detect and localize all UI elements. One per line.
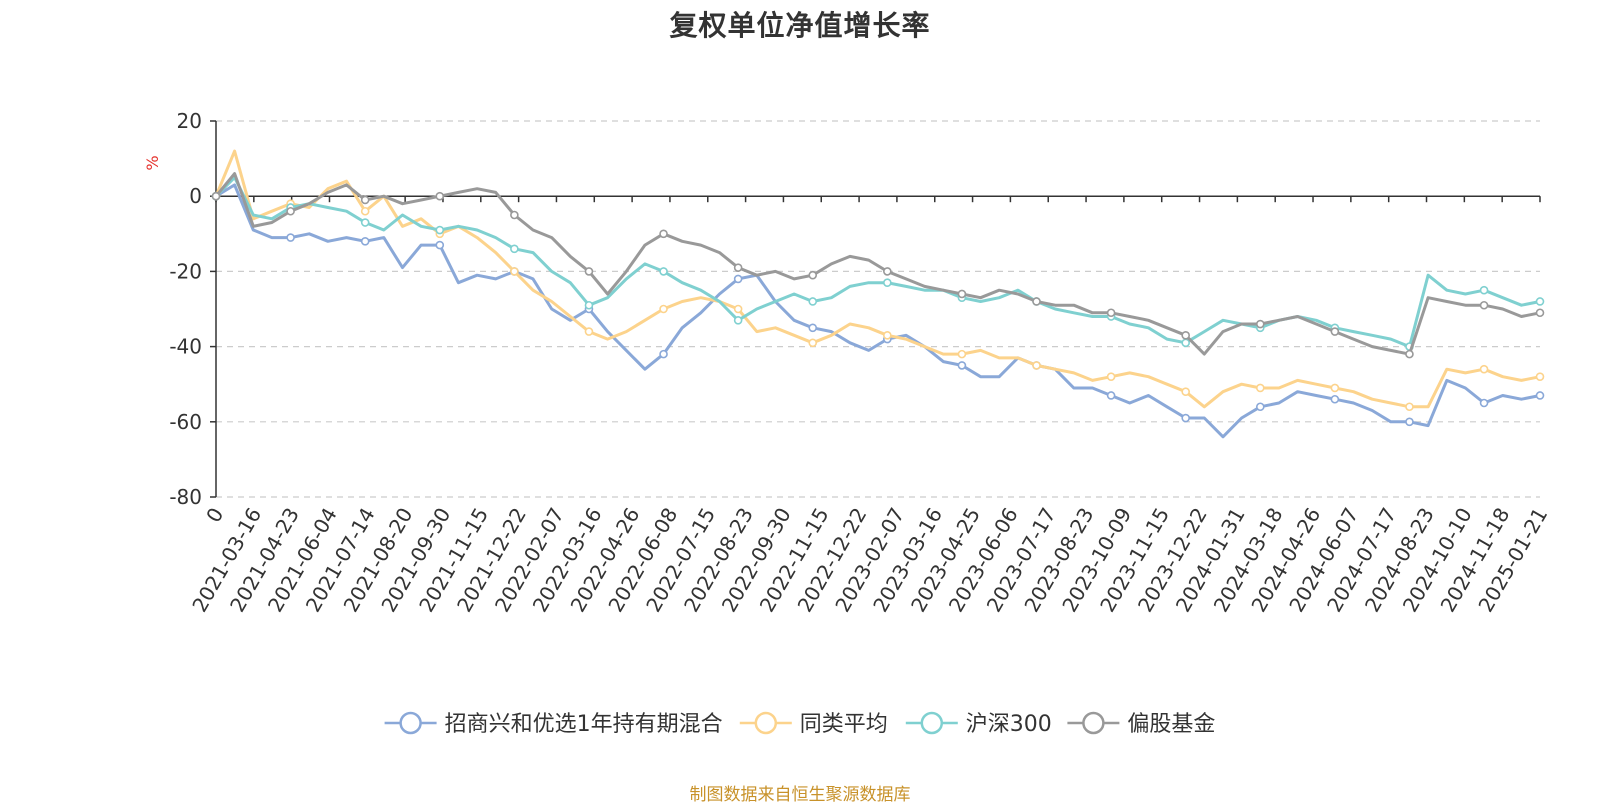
data-point <box>808 297 818 306</box>
source-note: 制图数据来自恒生聚源数据库 <box>689 785 911 805</box>
data-point <box>286 206 295 216</box>
data-point <box>1330 394 1340 404</box>
data-point <box>1032 297 1041 306</box>
data-point <box>435 191 445 201</box>
data-point <box>360 218 370 227</box>
series-line-4 <box>214 172 1541 356</box>
data-point <box>1479 364 1489 374</box>
y-tick-label: -20 <box>169 259 202 283</box>
data-point <box>1181 387 1190 397</box>
data-point <box>1479 300 1489 310</box>
data-point <box>883 331 892 340</box>
data-point <box>659 267 668 276</box>
data-point <box>1535 391 1545 400</box>
data-point <box>883 267 892 276</box>
data-point <box>584 300 594 310</box>
data-point <box>733 263 743 272</box>
data-point <box>510 267 519 276</box>
data-point <box>1032 361 1041 370</box>
data-point <box>957 361 967 370</box>
data-point <box>1330 327 1340 336</box>
data-point <box>1479 398 1489 408</box>
data-point <box>1405 349 1414 359</box>
data-point <box>1181 338 1190 348</box>
legend-item-3[interactable]: 沪深300 <box>905 711 1052 737</box>
data-point <box>1405 402 1414 412</box>
data-point <box>584 267 594 276</box>
axis-layer: 200-20-40-60-8002021-03-162021-04-232021… <box>169 109 1552 616</box>
series-layer <box>211 149 1545 439</box>
data-point <box>733 315 743 325</box>
data-point <box>360 195 370 205</box>
data-point <box>808 270 818 280</box>
legend-label: 招商兴和优选1年持有期混合 <box>445 712 723 737</box>
data-point <box>584 327 594 336</box>
data-point <box>1330 383 1340 393</box>
data-point <box>1255 319 1265 329</box>
data-point <box>659 304 668 314</box>
series-line-2 <box>214 149 1541 409</box>
y-unit-label: % <box>143 155 162 170</box>
y-tick-label: -80 <box>169 485 202 509</box>
legend-label: 同类平均 <box>800 712 888 737</box>
data-point <box>1535 297 1545 306</box>
legend-circle-icon <box>920 711 944 735</box>
y-tick-label: 0 <box>189 184 202 208</box>
data-point <box>733 304 743 314</box>
data-point <box>1479 285 1489 295</box>
data-point <box>808 338 818 348</box>
data-point <box>1255 402 1265 412</box>
grid-layer <box>216 120 1540 498</box>
data-point <box>808 323 818 333</box>
legend-circle-icon <box>754 711 778 735</box>
legend-circle-icon <box>1082 711 1105 735</box>
legend-label: 沪深300 <box>966 712 1052 737</box>
data-point <box>360 237 370 246</box>
data-point <box>1535 308 1545 318</box>
legend[interactable]: 招商兴和优选1年持有期混合 同类平均 沪深300 偏股基金 <box>384 711 1216 737</box>
data-point <box>733 274 743 284</box>
y-tick-label: -40 <box>169 335 202 359</box>
data-point <box>1181 331 1190 340</box>
data-point <box>211 191 221 201</box>
data-point <box>360 206 370 216</box>
legend-label: 偏股基金 <box>1127 712 1215 737</box>
data-point <box>435 240 445 250</box>
chart-title: 复权单位净值增长率 <box>669 9 931 42</box>
data-point <box>286 233 295 242</box>
legend-item-2[interactable]: 同类平均 <box>739 711 888 737</box>
legend-item-1[interactable]: 招商兴和优选1年持有期混合 <box>384 711 723 737</box>
y-tick-label: -60 <box>169 410 202 434</box>
data-point <box>1106 372 1116 381</box>
data-point <box>1106 391 1116 400</box>
data-point <box>659 349 668 359</box>
data-point <box>957 349 967 359</box>
legend-item-4[interactable]: 偏股基金 <box>1067 711 1215 737</box>
data-point <box>510 210 519 220</box>
data-point <box>435 225 445 235</box>
data-point <box>883 278 892 287</box>
data-point <box>1255 383 1265 393</box>
x-tick-label: 0 <box>201 504 228 527</box>
data-point <box>1181 413 1190 423</box>
y-tick-label: 20 <box>177 109 202 133</box>
legend-circle-icon <box>399 711 422 735</box>
data-point <box>957 289 967 299</box>
data-point <box>1405 417 1414 427</box>
data-point <box>1535 372 1545 381</box>
data-point <box>1106 308 1116 318</box>
data-point <box>510 244 519 254</box>
data-point <box>659 229 668 239</box>
